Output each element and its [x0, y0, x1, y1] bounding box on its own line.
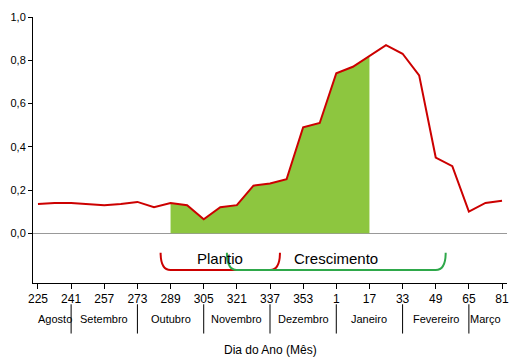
svg-text:0,4: 0,4 — [11, 141, 26, 153]
svg-text:Dezembro: Dezembro — [278, 313, 329, 325]
svg-text:33: 33 — [396, 292, 410, 306]
svg-text:0,0: 0,0 — [11, 227, 26, 239]
svg-text:337: 337 — [260, 292, 280, 306]
svg-text:Setembro: Setembro — [80, 313, 128, 325]
svg-text:225: 225 — [28, 292, 48, 306]
svg-text:Março: Março — [470, 313, 501, 325]
svg-text:0,6: 0,6 — [11, 97, 26, 109]
svg-text:321: 321 — [227, 292, 247, 306]
svg-text:17: 17 — [363, 292, 377, 306]
svg-text:Plantio: Plantio — [197, 250, 243, 267]
svg-text:0,8: 0,8 — [11, 54, 26, 66]
svg-text:49: 49 — [429, 292, 443, 306]
svg-text:Novembro: Novembro — [211, 313, 262, 325]
svg-text:Crescimento: Crescimento — [294, 250, 378, 267]
svg-text:Janeiro: Janeiro — [351, 313, 387, 325]
svg-text:1,0: 1,0 — [11, 11, 26, 23]
svg-text:Dia do Ano (Mês): Dia do Ano (Mês) — [224, 343, 317, 357]
svg-text:Outubro: Outubro — [151, 313, 191, 325]
svg-text:65: 65 — [462, 292, 476, 306]
svg-text:Agosto: Agosto — [38, 313, 72, 325]
svg-text:81: 81 — [495, 292, 509, 306]
svg-text:1: 1 — [333, 292, 340, 306]
svg-text:305: 305 — [194, 292, 214, 306]
svg-text:289: 289 — [161, 292, 181, 306]
svg-text:353: 353 — [293, 292, 313, 306]
svg-text:0,2: 0,2 — [11, 184, 26, 196]
svg-text:257: 257 — [94, 292, 114, 306]
svg-text:Fevereiro: Fevereiro — [413, 313, 459, 325]
svg-text:241: 241 — [61, 292, 81, 306]
svg-text:273: 273 — [127, 292, 147, 306]
